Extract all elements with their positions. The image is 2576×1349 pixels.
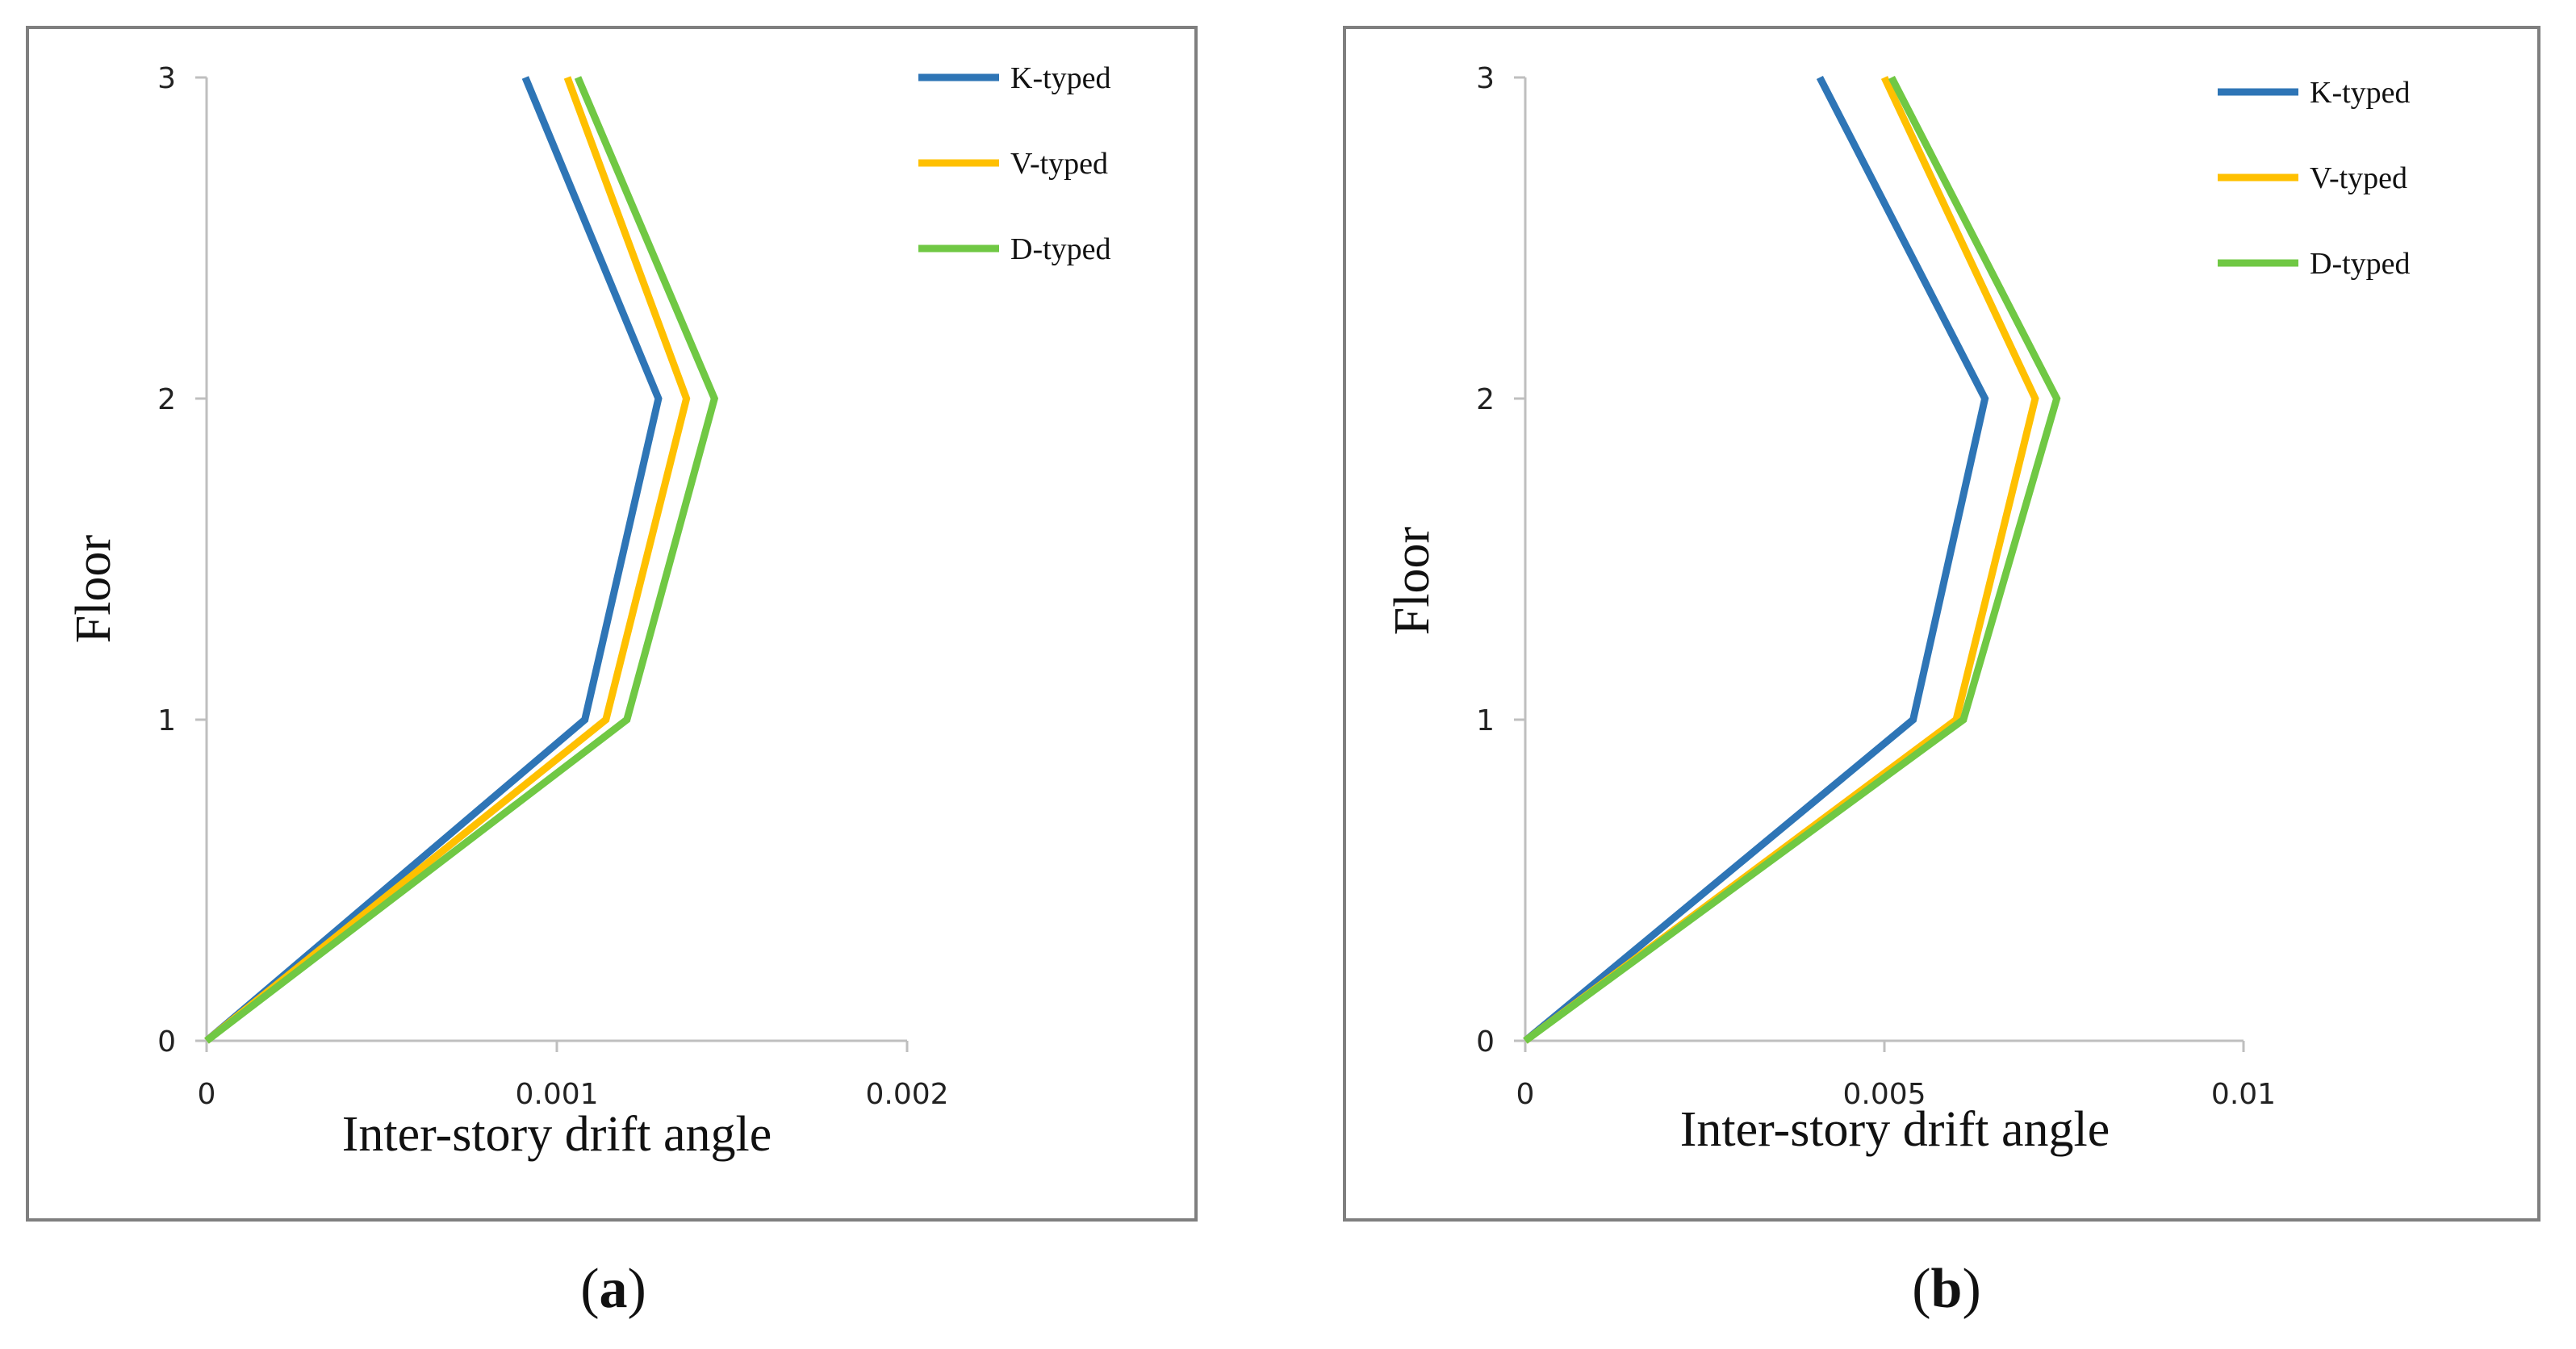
y-tick-label: 3 xyxy=(157,62,176,95)
y-tick-label: 1 xyxy=(157,704,176,737)
y-tick-label: 3 xyxy=(1476,62,1495,95)
series-line-v-typed xyxy=(204,76,691,1044)
panel-caption: (b) xyxy=(1912,1258,1981,1320)
x-tick-label: 0 xyxy=(1516,1078,1535,1111)
x-tick-label: 0.01 xyxy=(2211,1078,2276,1111)
series-line-d-typed xyxy=(1523,75,2061,1044)
y-axis-title: Floor xyxy=(66,534,121,643)
x-tick-label: 0.002 xyxy=(865,1078,948,1111)
panel-frame xyxy=(1343,26,2540,1222)
series-line-d-typed xyxy=(204,76,719,1044)
legend-label-d-typed: D-typed xyxy=(2310,247,2411,281)
x-tick-label: 0.005 xyxy=(1842,1078,1926,1111)
y-axis-title: Floor xyxy=(1385,526,1440,635)
series-line-v-typed xyxy=(1523,76,2039,1044)
panel-caption: (a) xyxy=(580,1258,646,1320)
series-line-k-typed xyxy=(1523,75,1989,1044)
y-tick-label: 1 xyxy=(1476,704,1495,737)
legend-label-k-typed: K-typed xyxy=(1010,61,1111,95)
x-tick-label: 0.001 xyxy=(515,1078,598,1111)
y-tick-label: 2 xyxy=(1476,383,1495,416)
y-tick-label: 0 xyxy=(1476,1025,1495,1059)
panel-frame xyxy=(26,26,1198,1222)
legend-label-v-typed: V-typed xyxy=(2310,161,2407,195)
y-tick-label: 2 xyxy=(157,383,176,416)
legend-label-k-typed: K-typed xyxy=(2310,76,2411,110)
panel-caption-letter: a xyxy=(600,1258,628,1320)
legend-label-v-typed: V-typed xyxy=(1010,147,1108,181)
series-line-k-typed xyxy=(204,76,663,1044)
chart-panel-a: 0 1 2 3 0 0.001 0.002 Inter-story drift angle Fl… xyxy=(26,26,1198,1320)
y-tick-label: 0 xyxy=(157,1025,176,1059)
chart-panel-b: 0 1 2 3 0 0.005 0.01 Inter-story drift angle Flo… xyxy=(1343,26,2540,1320)
x-tick-label: 0 xyxy=(198,1078,216,1111)
x-axis-title: Inter-story drift angle xyxy=(1680,1102,2110,1157)
panel-caption-letter: b xyxy=(1931,1258,1963,1320)
x-axis-title: Inter-story drift angle xyxy=(342,1107,772,1162)
legend-label-d-typed: D-typed xyxy=(1010,232,1111,266)
